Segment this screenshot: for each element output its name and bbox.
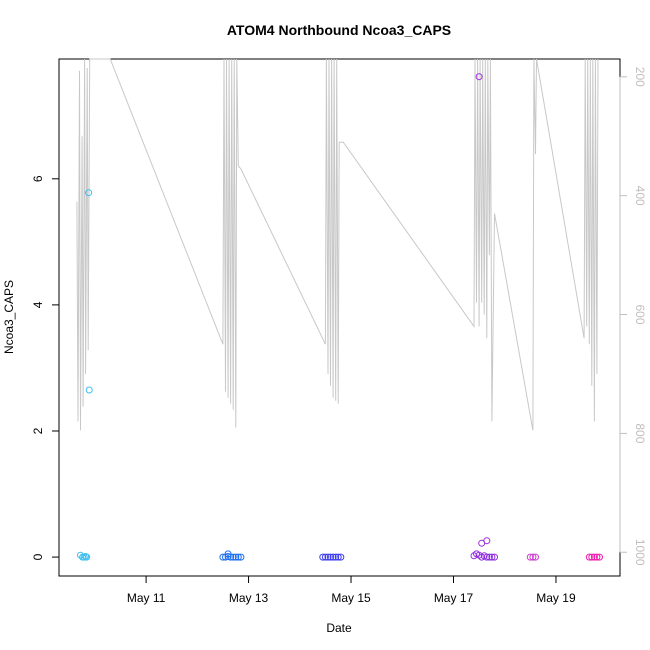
data-point xyxy=(319,553,327,561)
data-point xyxy=(483,553,491,561)
y-tick-label: 0 xyxy=(31,553,45,560)
data-point xyxy=(485,553,493,561)
data-point xyxy=(337,553,345,561)
data-point xyxy=(224,550,232,558)
data-points xyxy=(77,73,603,561)
right-tick-label: 600 xyxy=(633,305,647,325)
data-point xyxy=(327,553,334,561)
data-point xyxy=(526,553,534,561)
data-point xyxy=(229,553,237,561)
data-point xyxy=(321,553,329,561)
data-point xyxy=(588,553,596,561)
x-axis-label: Date xyxy=(326,621,352,635)
x-tick-label: May 13 xyxy=(229,591,269,605)
right-tick-label: 1000 xyxy=(633,539,647,566)
data-point xyxy=(237,553,245,561)
x-tick-label: May 19 xyxy=(536,591,576,605)
y-axis-label: Ncoa3_CAPS xyxy=(2,280,16,354)
data-point xyxy=(85,386,93,394)
right-axis-series-line xyxy=(76,58,599,431)
data-point xyxy=(83,553,91,561)
data-point xyxy=(329,553,337,561)
data-point xyxy=(585,553,593,561)
data-point xyxy=(590,553,598,561)
x-tick-label: May 11 xyxy=(127,591,166,605)
y-tick-label: 2 xyxy=(31,427,45,434)
right-y-axis: 200 400 600 800 1000 xyxy=(619,67,647,566)
data-point xyxy=(232,553,240,561)
x-axis: May 11 May 13 May 15 May 17 May 19 xyxy=(127,575,576,605)
data-point xyxy=(77,551,84,559)
right-tick-label: 400 xyxy=(633,186,647,206)
right-tick-label: 800 xyxy=(633,423,647,443)
y-tick-label: 6 xyxy=(31,175,45,182)
x-tick-label: May 15 xyxy=(331,591,371,605)
data-point xyxy=(475,73,483,81)
y-axis: 0 2 4 6 xyxy=(31,175,60,560)
x-tick-label: May 17 xyxy=(434,591,474,605)
right-tick-label: 200 xyxy=(633,67,647,87)
series-line xyxy=(76,58,599,431)
data-point xyxy=(332,553,340,561)
data-point xyxy=(234,553,242,561)
data-point xyxy=(219,553,227,561)
data-point xyxy=(593,553,601,561)
data-point xyxy=(488,553,496,561)
data-point xyxy=(596,553,603,561)
y-tick-label: 4 xyxy=(31,301,45,308)
data-point xyxy=(491,553,498,561)
data-point xyxy=(532,553,539,561)
data-point xyxy=(483,537,491,545)
chart-title: ATOM4 Northbound Ncoa3_CAPS xyxy=(227,22,451,38)
data-point xyxy=(529,553,537,561)
data-point xyxy=(85,189,93,197)
data-point xyxy=(324,553,332,561)
data-point xyxy=(334,553,342,561)
